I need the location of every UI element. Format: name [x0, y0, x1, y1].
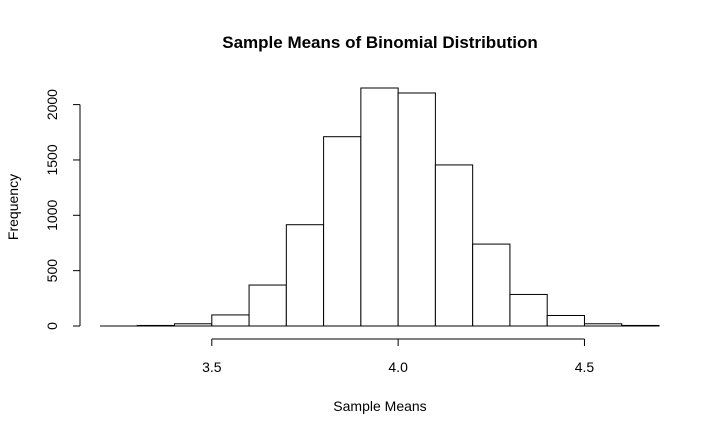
- x-tick-label: 4.0: [388, 359, 408, 375]
- histogram-bar: [472, 243, 511, 327]
- histogram-bar: [136, 324, 176, 327]
- histogram-bar: [546, 314, 585, 327]
- histogram-bars: [100, 87, 660, 327]
- y-axis: 0 500 1000 1500 2000: [44, 89, 81, 330]
- y-tick-label: 1000: [44, 200, 60, 231]
- y-tick-label: 2000: [44, 89, 60, 120]
- x-tick-label: 4.5: [575, 359, 595, 375]
- y-tick-label: 1500: [44, 144, 60, 175]
- x-axis-label: Sample Means: [333, 398, 426, 414]
- histogram-bar: [323, 136, 362, 327]
- histogram-bar: [174, 323, 213, 327]
- histogram-bar: [583, 323, 623, 327]
- histogram-bar: [248, 284, 287, 327]
- histogram-bar: [509, 293, 548, 327]
- histogram-bar: [434, 164, 474, 327]
- chart-title: Sample Means of Binomial Distribution: [222, 33, 537, 52]
- y-tick-label: 500: [44, 259, 60, 283]
- histogram-bar: [621, 324, 660, 327]
- histogram-bar: [285, 224, 325, 327]
- histogram-bar: [397, 92, 436, 327]
- histogram-bar: [211, 314, 250, 327]
- x-tick-label: 3.5: [202, 359, 222, 375]
- x-axis: 3.5 4.0 4.5: [202, 338, 595, 375]
- histogram-bar: [360, 87, 399, 327]
- y-tick-label: 0: [44, 322, 60, 330]
- y-axis-label: Frequency: [5, 174, 21, 240]
